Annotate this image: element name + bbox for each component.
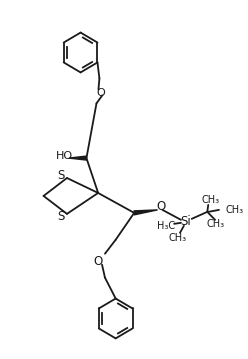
Text: Si: Si — [181, 215, 191, 228]
Text: CH₃: CH₃ — [206, 219, 224, 229]
Text: O: O — [156, 200, 165, 213]
Text: O: O — [96, 88, 105, 98]
Polygon shape — [69, 156, 87, 160]
Text: CH₃: CH₃ — [226, 205, 244, 215]
Text: HO: HO — [56, 151, 73, 161]
Text: H₃C: H₃C — [157, 221, 175, 231]
Text: CH₃: CH₃ — [201, 195, 219, 205]
Text: CH₃: CH₃ — [169, 233, 187, 243]
Text: O: O — [93, 255, 103, 268]
Text: S: S — [58, 210, 65, 223]
Polygon shape — [134, 210, 157, 215]
Text: S: S — [58, 168, 65, 182]
